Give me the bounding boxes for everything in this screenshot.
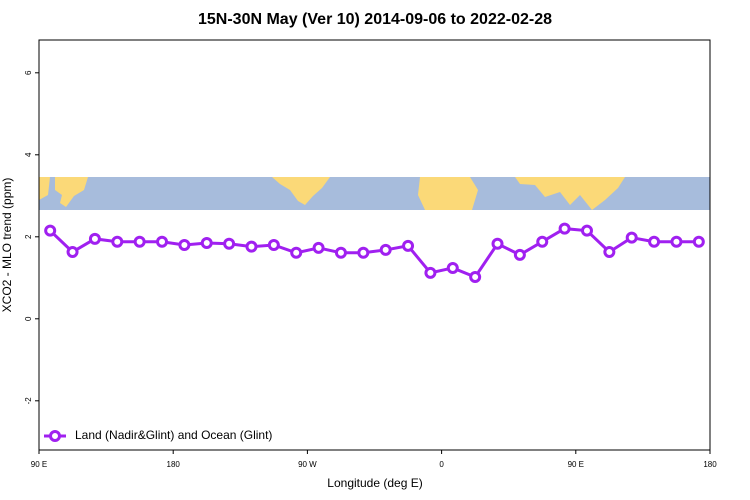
series-point bbox=[469, 270, 482, 283]
series-point bbox=[379, 243, 392, 256]
land bbox=[39, 177, 50, 200]
land bbox=[515, 177, 625, 210]
series-point bbox=[446, 261, 459, 274]
series-point bbox=[491, 237, 504, 250]
series-point bbox=[133, 235, 146, 248]
series-point bbox=[334, 246, 347, 259]
series-point bbox=[88, 232, 101, 245]
x-axis-label: Longitude (deg E) bbox=[327, 476, 422, 490]
land bbox=[272, 177, 330, 205]
series-point bbox=[178, 239, 191, 251]
y-axis-label: XCO2 - MLO trend (ppm) bbox=[0, 178, 14, 313]
series-point bbox=[111, 235, 124, 248]
series-point bbox=[312, 241, 325, 254]
series-point bbox=[223, 237, 236, 250]
series-point bbox=[290, 246, 303, 259]
land bbox=[55, 177, 88, 207]
x-tick-label: 90 W bbox=[298, 460, 317, 469]
series-point bbox=[267, 239, 280, 251]
series-point bbox=[670, 235, 683, 248]
x-tick-label: 90 E bbox=[568, 460, 584, 469]
series-point bbox=[357, 246, 370, 259]
x-tick-label: 180 bbox=[703, 460, 717, 469]
map-band bbox=[39, 177, 710, 210]
chart-title: 15N-30N May (Ver 10) 2014-09-06 to 2022-… bbox=[198, 11, 552, 28]
y-tick-label: 0 bbox=[24, 316, 33, 321]
series-point bbox=[648, 235, 661, 248]
x-tick-label: 90 E bbox=[31, 460, 47, 469]
series-point bbox=[580, 224, 593, 237]
series-point bbox=[625, 231, 638, 244]
legend-marker bbox=[49, 430, 61, 442]
series-point bbox=[536, 235, 549, 248]
series-point bbox=[66, 245, 79, 258]
series-point bbox=[156, 235, 169, 248]
x-tick-label: 180 bbox=[167, 460, 181, 469]
legend-label: Land (Nadir&Glint) and Ocean (Glint) bbox=[75, 428, 272, 442]
y-tick-label: 4 bbox=[24, 152, 33, 157]
y-tick-label: -2 bbox=[24, 397, 33, 405]
series-point bbox=[513, 248, 526, 261]
plot-frame bbox=[38, 39, 711, 451]
series-point bbox=[44, 224, 57, 237]
series-point bbox=[692, 235, 705, 248]
series-point bbox=[603, 245, 616, 258]
y-tick-label: 6 bbox=[24, 70, 33, 75]
series-point bbox=[245, 240, 258, 253]
series-point bbox=[558, 222, 571, 235]
series-point bbox=[402, 239, 415, 252]
series-point bbox=[424, 266, 437, 279]
land bbox=[418, 177, 478, 210]
series-point bbox=[200, 236, 213, 249]
y-tick-label: 2 bbox=[24, 234, 33, 239]
x-tick-label: 0 bbox=[439, 460, 444, 469]
